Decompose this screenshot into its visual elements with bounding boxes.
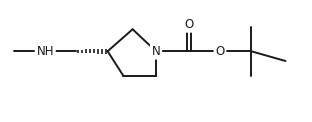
Text: O: O xyxy=(184,18,193,31)
Text: NH: NH xyxy=(37,45,54,58)
Text: N: N xyxy=(152,45,160,58)
Text: O: O xyxy=(215,45,225,58)
